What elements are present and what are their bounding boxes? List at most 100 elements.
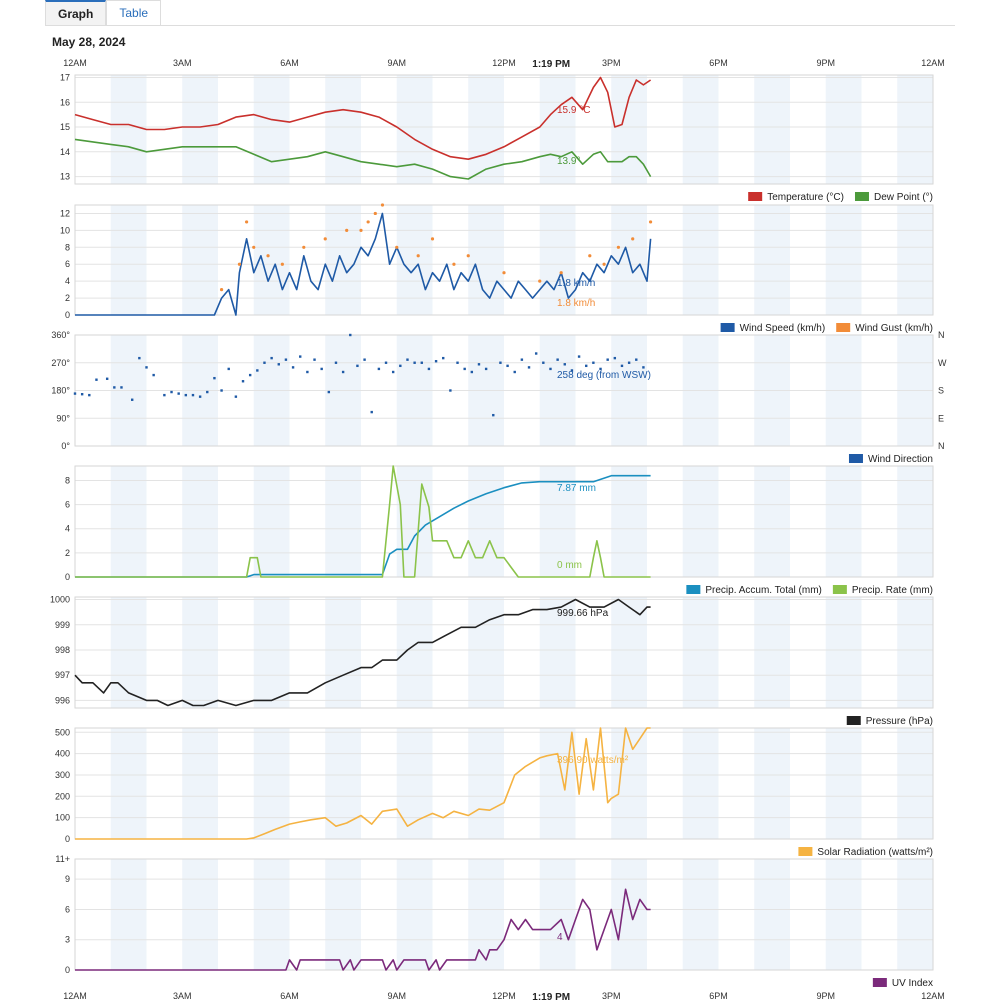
hour-band [182, 466, 218, 577]
hour-band [539, 75, 576, 184]
y-tick-label: 11+ [55, 854, 70, 864]
y-tick-label: 270° [51, 358, 70, 368]
y-tick-label: 998 [55, 645, 70, 655]
top-time-tick: 6PM [709, 58, 728, 68]
data-point [152, 373, 155, 377]
data-point [420, 361, 423, 364]
data-point [349, 333, 352, 337]
legend-swatch [798, 847, 813, 856]
legend-swatch [854, 192, 869, 201]
plot-frame [74, 74, 934, 185]
hour-band [325, 597, 361, 708]
data-point [284, 358, 288, 361]
hour-band [396, 728, 433, 839]
data-point [170, 390, 173, 394]
hour-band [754, 597, 790, 708]
data-point [592, 361, 595, 364]
legend-label: Wind Speed (km/h) [740, 323, 826, 334]
gust-point [452, 262, 456, 266]
legend-label: Precip. Rate (mm) [852, 585, 933, 596]
hour-band [468, 859, 504, 970]
hour-band [682, 859, 719, 970]
hour-band [110, 597, 147, 708]
hour-band [682, 597, 719, 708]
gust-point [245, 220, 249, 224]
data-point [334, 361, 338, 364]
legend-swatch [846, 716, 861, 725]
gust-point [502, 271, 506, 275]
legend-swatch [832, 585, 847, 594]
legend-label: Wind Direction [868, 454, 933, 465]
gust-point [366, 220, 370, 224]
gust-point [416, 254, 420, 258]
legend-label: UV Index [892, 978, 933, 989]
view-tabs: Graph Table [45, 0, 162, 26]
plot-frame [74, 596, 934, 709]
data-point [463, 367, 466, 371]
tab-graph[interactable]: Graph [45, 0, 107, 26]
series-readout: 258 deg (from WSW) [557, 370, 651, 381]
hour-band [754, 205, 790, 315]
gust-point [237, 262, 242, 266]
data-point [542, 361, 545, 364]
y-tick-label: 180° [51, 386, 70, 396]
solar-chart: 0 100 200 300 400 500 396.90 watts/m² Solar Rad… [55, 727, 934, 858]
data-point [227, 367, 230, 371]
hour-band [253, 597, 290, 708]
hour-band [754, 728, 790, 839]
y-tick-label: 4 [65, 524, 70, 534]
data-point [384, 361, 388, 364]
y-tick-label: 17 [60, 72, 70, 82]
data-point [263, 361, 266, 364]
hour-band [682, 728, 719, 839]
hour-band [468, 728, 504, 839]
hour-band [182, 75, 218, 184]
top-cursor-time: 1:19 PM [532, 59, 570, 70]
hour-band [897, 466, 933, 577]
series-readout: 999.66 hPa [557, 608, 609, 619]
data-point [406, 358, 409, 361]
data-point [299, 355, 302, 358]
bottom-time-tick: 3PM [602, 991, 621, 1000]
legend-swatch [720, 323, 735, 332]
hour-band [182, 597, 218, 708]
y-tick-label: 9 [65, 874, 70, 884]
pressure-series-line [74, 598, 651, 707]
hour-band [110, 466, 147, 577]
gust-point [252, 245, 256, 249]
y-tick-label: 6 [65, 904, 70, 914]
gust-point [430, 237, 435, 241]
data-point [556, 358, 559, 361]
data-point [198, 395, 202, 398]
data-point [570, 369, 574, 372]
y-tick-label: 8 [65, 475, 70, 485]
hour-band [539, 859, 576, 970]
hour-band [611, 728, 647, 839]
gust-point [466, 254, 470, 258]
data-point [456, 361, 459, 364]
compass-tick-label: W [938, 358, 947, 368]
y-tick-label: 4 [65, 276, 70, 286]
series-readout: 0 mm [557, 560, 582, 571]
hour-band [396, 466, 433, 577]
data-point [256, 369, 259, 372]
legend-swatch [686, 585, 701, 594]
legend-label: Solar Radiation (watts/m²) [817, 847, 933, 858]
tab-table[interactable]: Table [106, 0, 162, 25]
hour-band [539, 466, 576, 577]
bottom-cursor-time: 1:19 PM [532, 992, 570, 1000]
y-tick-label: 500 [55, 727, 70, 737]
data-point [306, 370, 309, 374]
hour-band [182, 205, 218, 315]
hour-band [825, 75, 862, 184]
data-point [563, 363, 566, 366]
data-point [120, 386, 123, 389]
y-tick-label: 15 [60, 122, 70, 132]
gust-point [380, 203, 385, 207]
hour-band [253, 75, 290, 184]
data-point [105, 377, 109, 380]
data-point [327, 390, 331, 394]
y-tick-label: 2 [65, 293, 70, 303]
legend-label: Precip. Accum. Total (mm) [705, 585, 822, 596]
data-point [377, 367, 381, 371]
